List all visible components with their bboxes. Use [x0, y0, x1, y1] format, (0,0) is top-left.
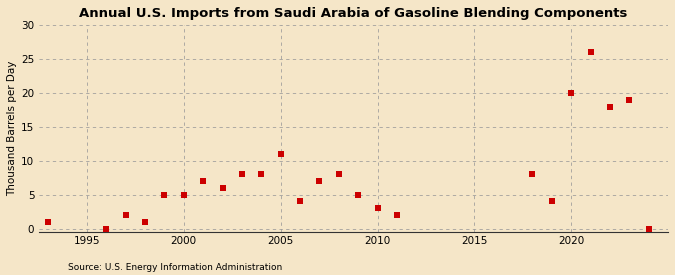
Point [140, 219, 151, 224]
Point [353, 192, 364, 197]
Point [372, 206, 383, 210]
Point [333, 172, 344, 177]
Point [120, 213, 131, 217]
Point [314, 179, 325, 183]
Point [236, 172, 247, 177]
Point [643, 226, 654, 231]
Point [256, 172, 267, 177]
Point [217, 186, 228, 190]
Text: Source: U.S. Energy Information Administration: Source: U.S. Energy Information Administ… [68, 263, 281, 272]
Point [605, 104, 616, 109]
Point [392, 213, 402, 217]
Title: Annual U.S. Imports from Saudi Arabia of Gasoline Blending Components: Annual U.S. Imports from Saudi Arabia of… [79, 7, 628, 20]
Point [566, 91, 576, 95]
Point [159, 192, 170, 197]
Point [43, 219, 53, 224]
Point [198, 179, 209, 183]
Point [547, 199, 558, 204]
Point [294, 199, 305, 204]
Point [178, 192, 189, 197]
Point [275, 152, 286, 156]
Point [101, 226, 112, 231]
Point [585, 50, 596, 54]
Y-axis label: Thousand Barrels per Day: Thousand Barrels per Day [7, 61, 17, 196]
Point [624, 98, 634, 102]
Point [527, 172, 538, 177]
